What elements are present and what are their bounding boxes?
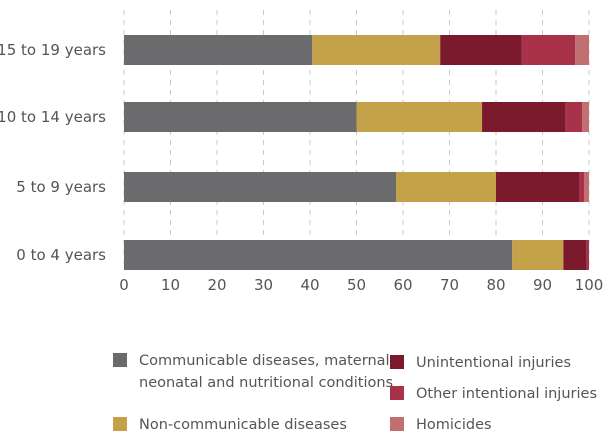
bar-segment bbox=[124, 240, 513, 270]
legend-label: Communicable diseases, maternal, neonata… bbox=[139, 353, 395, 391]
legend-item-communicable: Communicable diseases, maternal, neonata… bbox=[113, 350, 394, 394]
legend-swatch bbox=[113, 417, 127, 431]
category-label: 10 to 14 years bbox=[0, 108, 106, 126]
bar-segment bbox=[124, 35, 313, 65]
x-tick-labels: 0 10 20 30 40 50 60 70 80 90 100 bbox=[119, 276, 603, 294]
stacked-bar-chart: 15 to 19 years 10 to 14 years 5 to 9 years… bbox=[0, 10, 603, 294]
bar-segment bbox=[582, 102, 589, 132]
bar-segment bbox=[565, 102, 583, 132]
bar-segment bbox=[124, 102, 357, 132]
bar-segment bbox=[482, 102, 566, 132]
bar-segment bbox=[312, 35, 441, 65]
x-tick-label: 50 bbox=[347, 276, 366, 294]
bars bbox=[124, 35, 589, 270]
category-label: 0 to 4 years bbox=[16, 246, 106, 264]
bar-segment bbox=[563, 240, 587, 270]
bar-segment bbox=[124, 172, 397, 202]
bar-segment bbox=[521, 35, 576, 65]
legend-label: Non-communicable diseases bbox=[139, 417, 347, 433]
x-tick-label: 100 bbox=[575, 276, 603, 294]
bar-segment bbox=[586, 240, 589, 270]
legend-item-homicides: Homicides bbox=[390, 414, 492, 436]
x-tick-label: 70 bbox=[440, 276, 459, 294]
legend-item-unintentional-injuries: Unintentional injuries bbox=[390, 352, 571, 374]
x-tick-label: 0 bbox=[119, 276, 129, 294]
bar-segment bbox=[584, 172, 589, 202]
x-tick-label: 40 bbox=[300, 276, 319, 294]
category-label: 15 to 19 years bbox=[0, 41, 106, 59]
x-tick-label: 20 bbox=[207, 276, 226, 294]
legend-label: Unintentional injuries bbox=[416, 355, 572, 371]
category-labels: 15 to 19 years 10 to 14 years 5 to 9 years… bbox=[0, 41, 106, 264]
x-tick-label: 90 bbox=[533, 276, 552, 294]
legend-label: Other intentional injuries bbox=[416, 386, 597, 402]
legend-item-other-intentional-injuries: Other intentional injuries bbox=[390, 383, 597, 405]
legend-item-non-communicable: Non-communicable diseases bbox=[113, 414, 347, 436]
x-tick-label: 10 bbox=[161, 276, 180, 294]
bar-segment bbox=[356, 102, 483, 132]
x-tick-label: 60 bbox=[393, 276, 412, 294]
category-label: 5 to 9 years bbox=[16, 178, 106, 196]
x-tick-label: 80 bbox=[486, 276, 505, 294]
legend-swatch bbox=[390, 386, 404, 400]
bar-segment bbox=[575, 35, 589, 65]
legend-swatch bbox=[113, 353, 127, 367]
bar-segment bbox=[396, 172, 496, 202]
bar-segment bbox=[512, 240, 564, 270]
x-tick-label: 30 bbox=[254, 276, 273, 294]
legend-swatch bbox=[390, 355, 404, 369]
bar-segment bbox=[440, 35, 522, 65]
bar-segment bbox=[496, 172, 580, 202]
legend-label: Homicides bbox=[416, 417, 492, 433]
legend-swatch bbox=[390, 417, 404, 431]
bar-segment bbox=[579, 172, 585, 202]
